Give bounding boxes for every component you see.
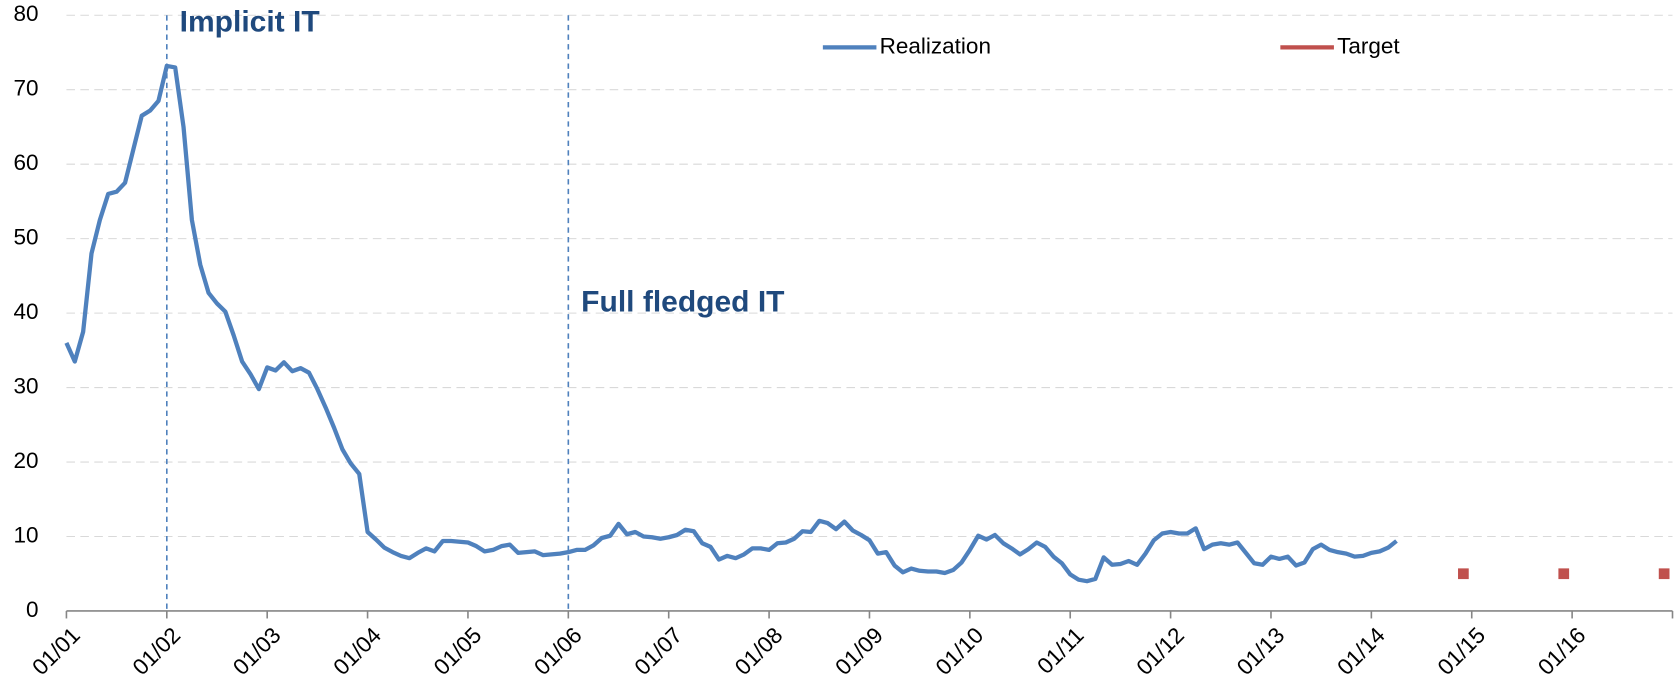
- x-tick-label: 01/05: [429, 622, 486, 679]
- y-tick-label: 80: [14, 1, 39, 26]
- x-tick-label: 01/15: [1433, 622, 1490, 679]
- x-tick-label: 01/02: [128, 622, 185, 679]
- x-tick-label: 01/01: [27, 622, 84, 679]
- legend-label: Realization: [880, 33, 991, 58]
- annotation-label: Full fledged IT: [581, 285, 784, 318]
- realization-line: [64, 63, 1398, 584]
- legend-label: Target: [1337, 33, 1400, 58]
- y-tick-label: 50: [14, 225, 39, 250]
- x-tick-label: 01/14: [1332, 622, 1389, 679]
- y-tick-label: 10: [14, 522, 39, 547]
- y-tick-label: 0: [26, 597, 39, 622]
- target-marker: [1658, 568, 1670, 580]
- target-marker: [1458, 568, 1469, 580]
- y-tick-label: 70: [14, 76, 39, 101]
- y-tick-label: 30: [14, 374, 39, 399]
- annotation-label: Implicit IT: [180, 6, 320, 39]
- x-tick-label: 01/08: [730, 622, 787, 679]
- target-marker: [1558, 568, 1570, 580]
- x-tick-label: 01/07: [630, 622, 687, 679]
- x-tick-label: 01/16: [1533, 622, 1590, 679]
- y-tick-label: 60: [14, 150, 39, 175]
- x-tick-label: 01/09: [830, 622, 887, 679]
- x-tick-label: 01/13: [1232, 622, 1289, 679]
- x-tick-label: 01/06: [529, 622, 586, 679]
- x-tick-label: 01/10: [931, 622, 988, 679]
- x-tick-label: 01/12: [1132, 622, 1189, 679]
- x-tick-label: 01/11: [1032, 622, 1088, 678]
- y-tick-label: 20: [14, 448, 39, 473]
- y-tick-label: 40: [14, 299, 39, 324]
- x-tick-label: 01/03: [228, 622, 285, 679]
- x-tick-label: 01/04: [329, 622, 386, 679]
